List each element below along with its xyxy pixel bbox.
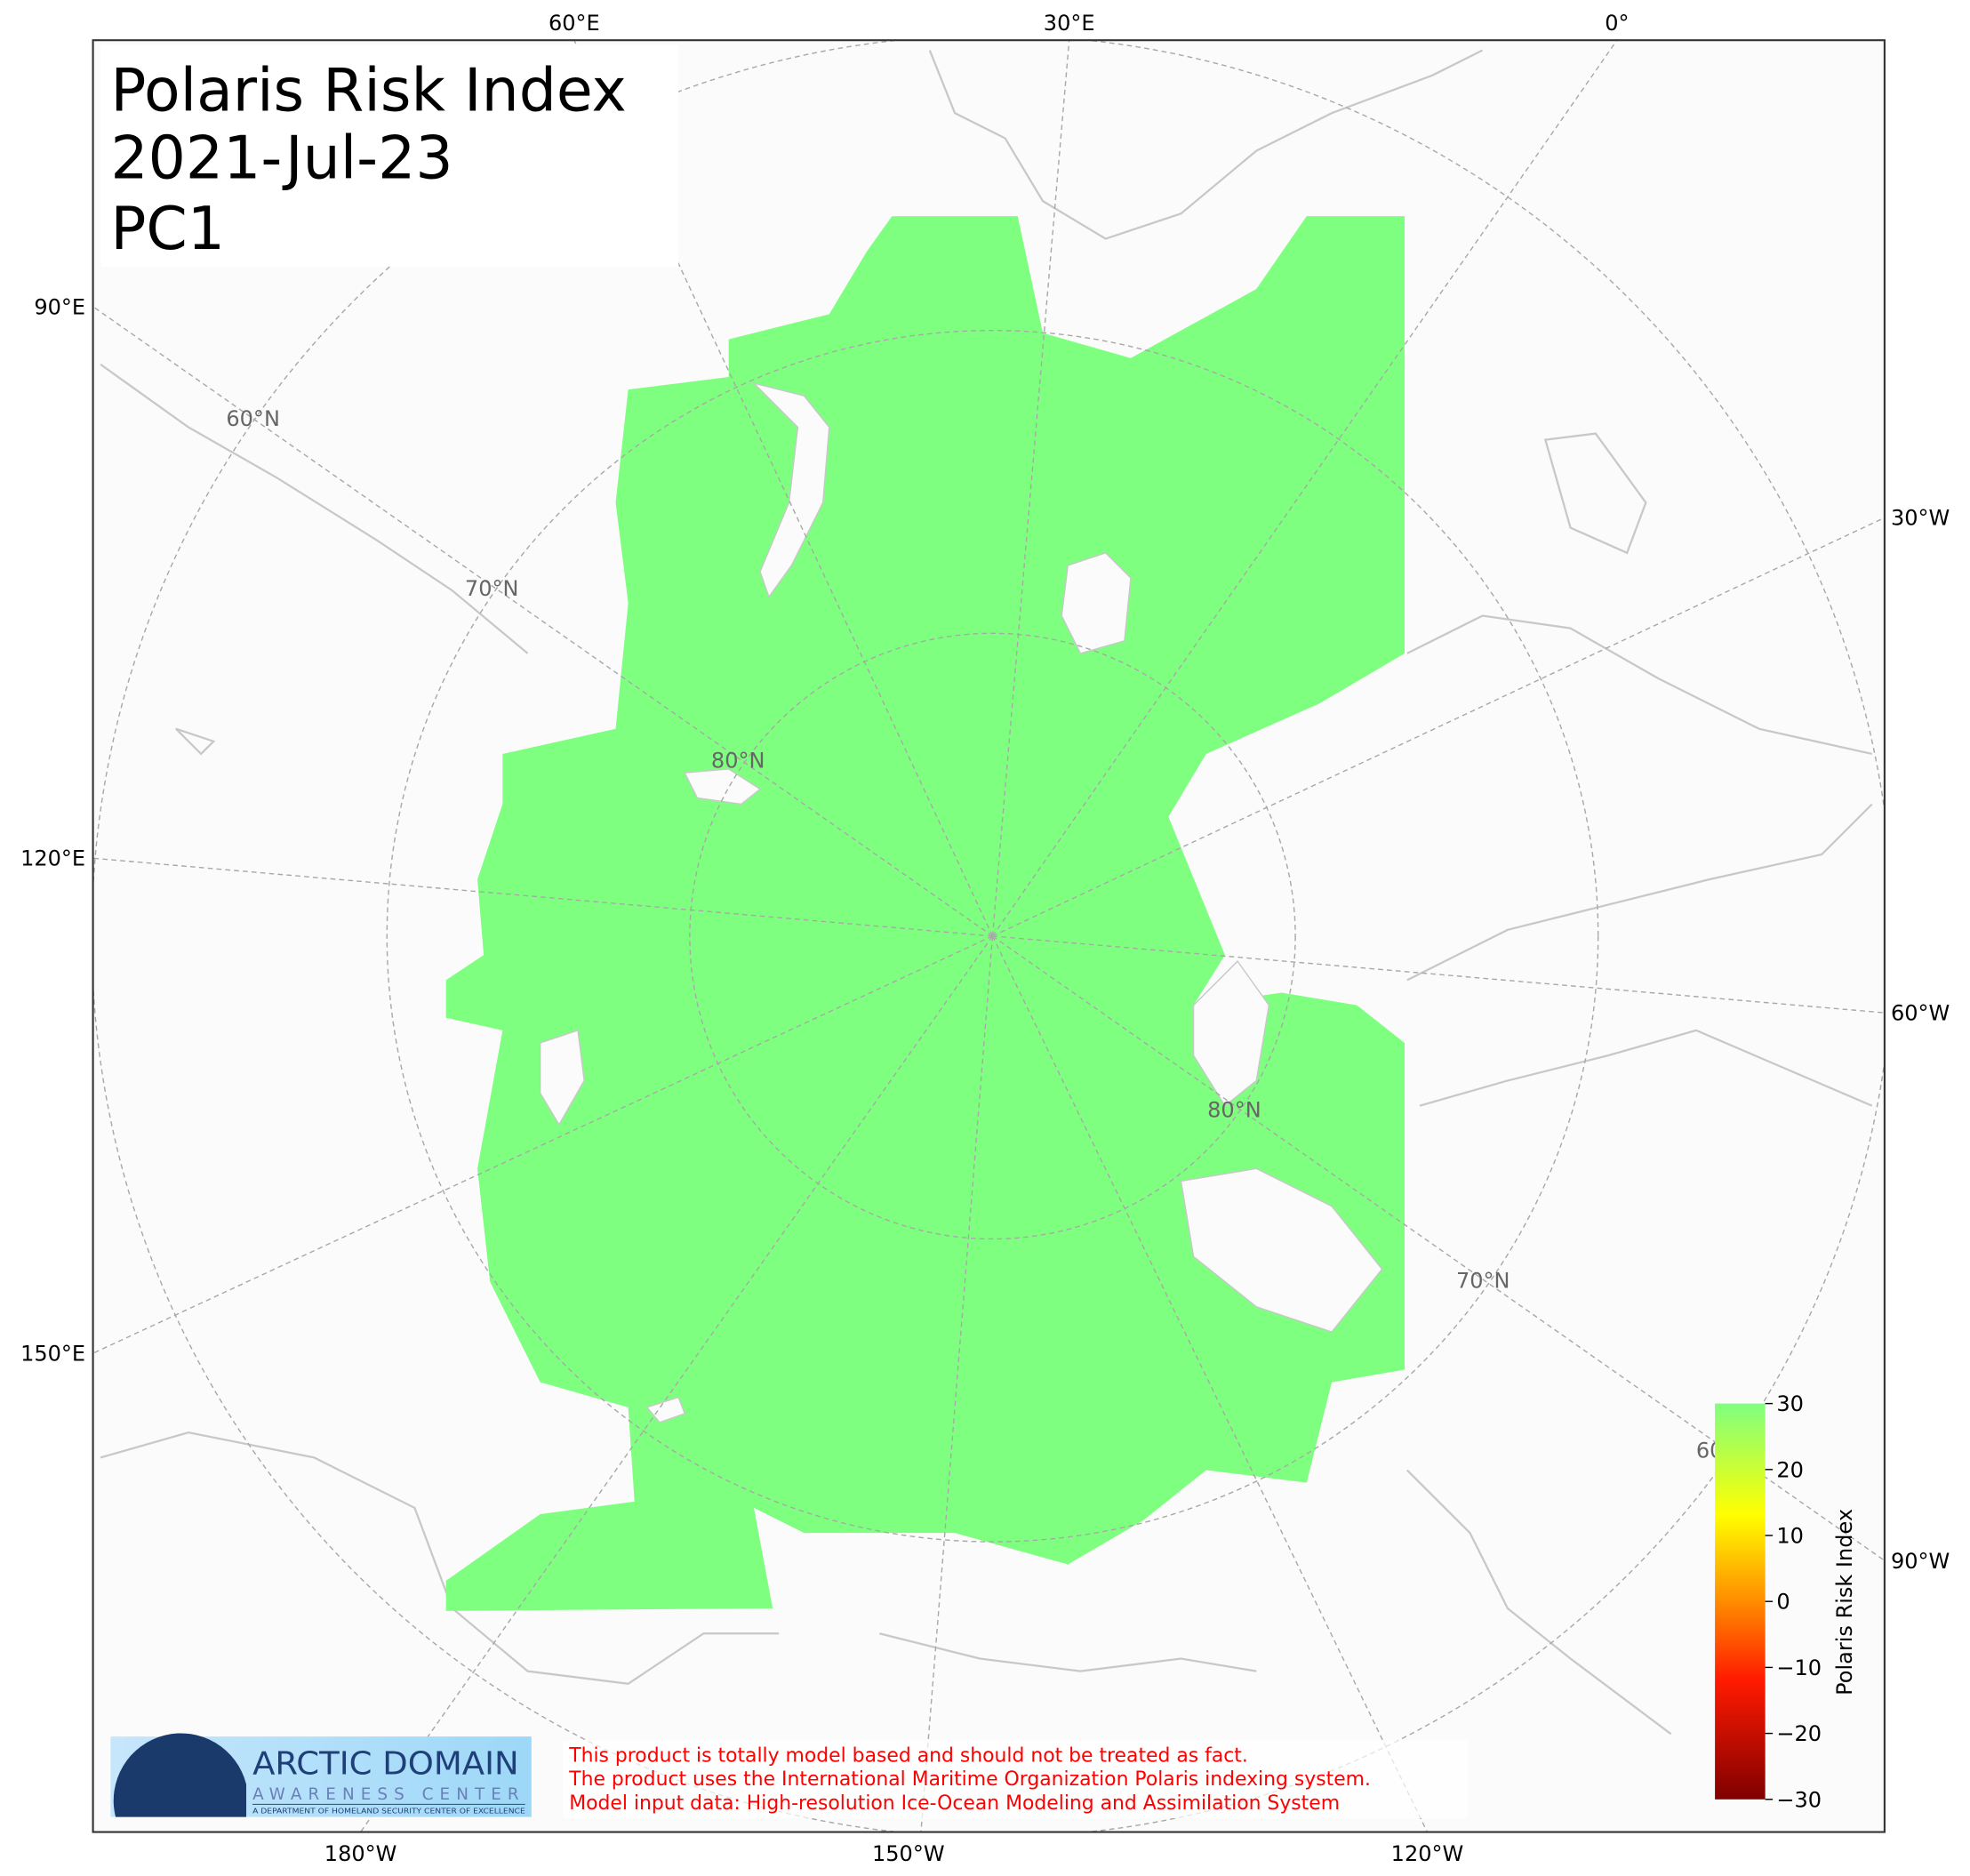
latitude-circle — [689, 632, 1296, 1240]
polaris-risk-data-region — [445, 216, 1405, 1611]
map-area — [92, 40, 1885, 1832]
tick-0: 0° — [1605, 11, 1629, 36]
meridian-line — [92, 857, 993, 937]
colorbar-gradient — [1715, 1403, 1766, 1800]
map-frame — [92, 39, 1886, 1833]
latitude-circle — [386, 329, 1599, 1543]
new-siberian-islands — [539, 1029, 585, 1126]
colorbar-tick-label: −20 — [1776, 1721, 1822, 1746]
coastlines — [100, 49, 1873, 1736]
ellesmere-greenland-land — [1192, 960, 1270, 1107]
title-line-1: Polaris Risk Index — [110, 55, 626, 124]
lat-label-60n: 60°N — [226, 406, 280, 431]
meridian-labels: 60°E 30°E 0° 90°E 120°E 150°E 30°W 60°W … — [20, 11, 1950, 1866]
meridian-line — [991, 935, 1429, 1832]
meridian-line — [920, 935, 994, 1832]
disclaimer-line-3: Model input data: High-resolution Ice-Oc… — [569, 1792, 1340, 1815]
colorbar-tick-label: 0 — [1776, 1590, 1790, 1615]
novaya-zemlya — [751, 381, 830, 598]
disclaimer-line-1: This product is totally model based and … — [568, 1744, 1248, 1767]
title-product: PC1 — [110, 194, 225, 263]
tick-150e: 150°E — [20, 1342, 85, 1367]
tick-90e: 90°E — [34, 294, 85, 319]
title-background — [100, 44, 679, 267]
globe-icon — [113, 1733, 247, 1817]
title-date: 2021-Jul-23 — [110, 124, 452, 193]
wrangel-island — [645, 1396, 686, 1423]
logo-line-3: A DEPARTMENT OF HOMELAND SECURITY CENTER… — [252, 1807, 525, 1815]
tick-180w: 180°W — [324, 1841, 397, 1866]
colorbar-tick-label: 30 — [1776, 1391, 1804, 1416]
meridian-line — [360, 935, 994, 1832]
adac-logo: ARCTIC DOMAIN AWARENESS CENTER A DEPARTM… — [110, 1733, 532, 1817]
logo-line-1: ARCTIC DOMAIN — [252, 1746, 519, 1783]
colorbar: 30 20 10 0 −10 −20 −30 Polaris Risk Index — [1715, 1391, 1857, 1812]
tick-30w: 30°W — [1891, 506, 1950, 531]
severnaya-zemlya — [684, 768, 762, 806]
tick-90w: 90°W — [1891, 1549, 1950, 1574]
tick-150w: 150°W — [872, 1841, 945, 1866]
meridian-line — [92, 935, 993, 1354]
tick-120e: 120°E — [20, 846, 85, 871]
meridian-line — [992, 517, 1885, 937]
meridian-line — [573, 40, 994, 937]
tick-60w: 60°W — [1891, 1001, 1950, 1026]
colorbar-label: Polaris Risk Index — [1832, 1509, 1857, 1696]
tick-120w: 120°W — [1391, 1841, 1464, 1866]
lat-label-80n: 80°N — [711, 749, 765, 774]
tick-30e: 30°E — [1044, 11, 1095, 36]
lat-label-70n-2: 70°N — [1456, 1269, 1510, 1294]
svalbard — [1061, 552, 1132, 654]
canadian-archipelago-land — [1180, 1167, 1383, 1333]
meridian-line — [991, 40, 1618, 937]
logo-line-2: AWARENESS CENTER — [252, 1785, 519, 1804]
disclaimer-line-2: The product uses the International Marit… — [568, 1768, 1371, 1791]
meridian-line — [991, 40, 1070, 936]
tick-60e: 60°E — [549, 11, 600, 36]
colorbar-tick-label: −30 — [1776, 1787, 1822, 1812]
lat-label-80n-2: 80°N — [1207, 1097, 1261, 1122]
meridian-line — [92, 306, 993, 937]
colorbar-tick-label: 20 — [1776, 1457, 1804, 1482]
colorbar-tick-label: −10 — [1776, 1656, 1822, 1680]
lat-label-70n: 70°N — [465, 576, 519, 601]
colorbar-tick-label: 10 — [1776, 1523, 1804, 1548]
